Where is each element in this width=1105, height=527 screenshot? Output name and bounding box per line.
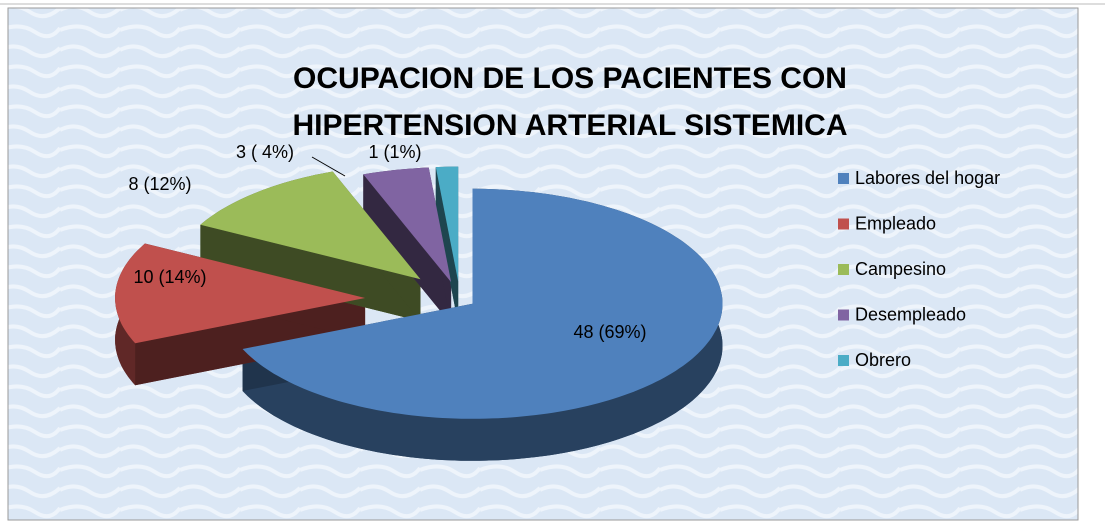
leader-line — [311, 156, 346, 177]
chart-title: HIPERTENSION ARTERIAL SISTEMICA — [292, 109, 847, 142]
slice-edge — [200, 224, 421, 322]
legend: Labores del hogar Empleado Campesino Desemp… — [838, 168, 1000, 370]
legend-swatch — [838, 218, 849, 230]
pie-slice — [435, 166, 459, 282]
legend-swatch — [838, 264, 849, 275]
legend-swatch — [838, 309, 849, 321]
legend-label: Empleado — [855, 213, 936, 233]
pie-slice — [363, 167, 452, 283]
legend-label: Labores del hogar — [855, 168, 1000, 188]
legend-label: Desempleado — [855, 304, 966, 324]
data-label: 10 (14%) — [133, 267, 206, 287]
legend-label: Campesino — [855, 259, 946, 279]
pie: 48 (69%) 10 (14%) 8 (12%) 3 ( 4%) 1 (1%) — [115, 142, 723, 461]
legend-swatch — [838, 355, 849, 366]
data-label: 3 ( 4%) — [236, 142, 294, 162]
data-label: 48 (69%) — [573, 322, 646, 342]
pie-slice — [200, 171, 421, 280]
chart-title: OCUPACION DE LOS PACIENTES CON — [293, 62, 847, 95]
legend-label: Obrero — [855, 350, 911, 370]
pie-slice — [242, 188, 723, 419]
legend-swatch — [838, 173, 849, 184]
slice-edge — [435, 167, 459, 324]
data-label: 1 (1%) — [368, 142, 421, 162]
slice-edge — [363, 174, 452, 325]
pie-slice — [115, 243, 366, 344]
data-label: 8 (12%) — [128, 174, 191, 194]
